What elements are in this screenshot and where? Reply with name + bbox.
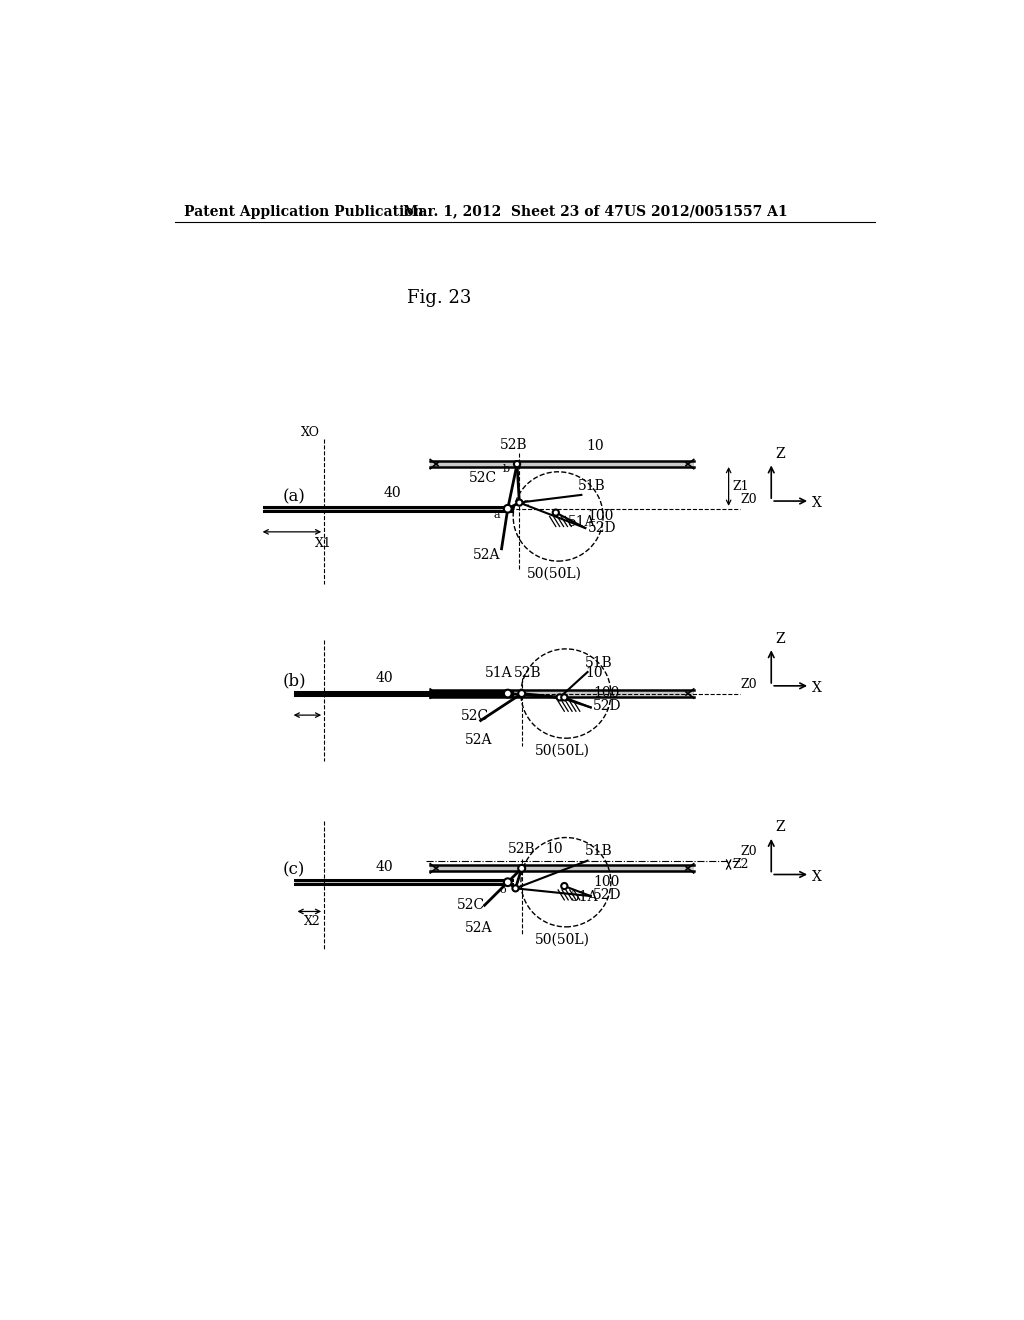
Circle shape	[516, 499, 522, 506]
Text: Mar. 1, 2012  Sheet 23 of 47: Mar. 1, 2012 Sheet 23 of 47	[403, 205, 624, 219]
Text: X: X	[812, 681, 822, 696]
Text: Z: Z	[775, 632, 784, 645]
Text: 51A: 51A	[484, 665, 512, 680]
Text: 52C: 52C	[461, 710, 489, 723]
Text: Z: Z	[775, 447, 784, 461]
Text: a: a	[494, 510, 501, 520]
Circle shape	[561, 694, 567, 701]
Text: 51B: 51B	[578, 479, 605, 492]
Text: Fig. 23: Fig. 23	[407, 289, 471, 308]
Text: 50(50L): 50(50L)	[535, 933, 590, 946]
Text: 10: 10	[586, 665, 603, 680]
Text: 52A: 52A	[465, 921, 493, 936]
Circle shape	[518, 690, 525, 697]
Text: 50(50L): 50(50L)	[535, 744, 590, 758]
Text: 100: 100	[593, 686, 620, 701]
Text: 100: 100	[588, 510, 614, 523]
Bar	[295, 880, 512, 884]
Text: 51B: 51B	[586, 656, 613, 669]
Circle shape	[518, 865, 525, 871]
Circle shape	[557, 694, 563, 701]
Text: 52C: 52C	[458, 898, 485, 912]
Bar	[430, 461, 693, 467]
Text: US 2012/0051557 A1: US 2012/0051557 A1	[624, 205, 787, 219]
Text: 52D: 52D	[588, 521, 616, 535]
Text: (a): (a)	[283, 488, 306, 506]
Text: 52B: 52B	[508, 842, 536, 855]
Text: XO: XO	[301, 425, 321, 438]
Circle shape	[512, 886, 518, 891]
Text: 52B: 52B	[500, 438, 527, 451]
Circle shape	[514, 461, 520, 467]
Text: Z1: Z1	[732, 480, 750, 492]
Circle shape	[553, 510, 559, 516]
Text: X1: X1	[314, 537, 332, 550]
Text: 52A: 52A	[465, 733, 493, 747]
Text: c: c	[522, 498, 528, 508]
Text: Patent Application Publication: Patent Application Publication	[183, 205, 424, 219]
Circle shape	[504, 689, 512, 697]
Circle shape	[504, 878, 512, 886]
Text: 100: 100	[593, 875, 620, 890]
Text: Z2: Z2	[732, 858, 749, 871]
Text: 51A: 51A	[567, 516, 595, 529]
Text: X: X	[812, 496, 822, 511]
Text: 50(50L): 50(50L)	[526, 568, 582, 581]
Text: Z0: Z0	[740, 845, 757, 858]
Text: 52A: 52A	[473, 548, 501, 562]
Text: 10: 10	[545, 842, 562, 855]
Text: 51A: 51A	[570, 891, 598, 904]
Text: 52D: 52D	[593, 888, 622, 902]
Text: 52B: 52B	[514, 665, 542, 680]
Bar	[263, 507, 512, 511]
Text: 52C: 52C	[469, 471, 497, 484]
Bar	[430, 690, 693, 697]
Text: (b): (b)	[283, 673, 306, 690]
Text: Z0: Z0	[740, 678, 757, 692]
Text: 40: 40	[376, 859, 393, 874]
Text: 40: 40	[376, 671, 393, 685]
Text: X: X	[812, 870, 822, 884]
Circle shape	[504, 504, 512, 512]
Text: (c): (c)	[283, 862, 305, 879]
Text: o: o	[500, 884, 507, 895]
Text: Z0: Z0	[740, 494, 757, 507]
Text: 52D: 52D	[593, 700, 622, 714]
Bar	[295, 692, 512, 696]
Text: 40: 40	[384, 486, 401, 500]
Text: X2: X2	[303, 915, 321, 928]
Text: 51B: 51B	[586, 845, 613, 858]
Text: Z: Z	[775, 821, 784, 834]
Circle shape	[561, 883, 567, 890]
Text: b: b	[503, 463, 510, 474]
Text: 10: 10	[587, 440, 604, 453]
Bar	[430, 866, 693, 871]
